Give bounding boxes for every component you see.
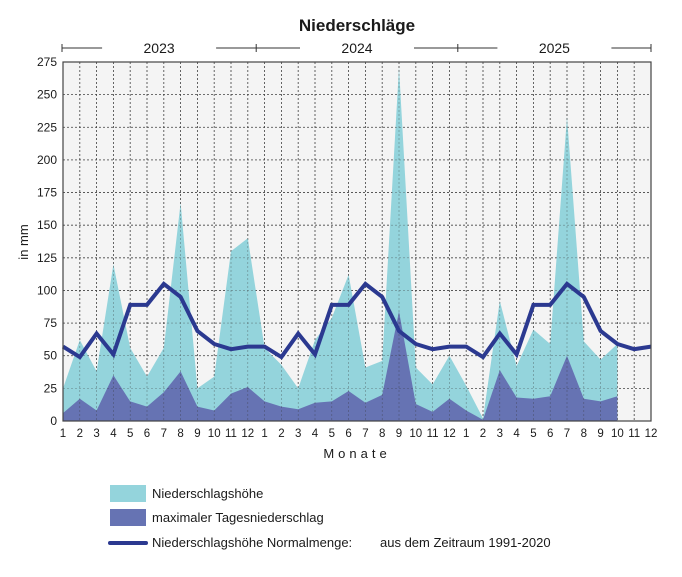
- year-label: 2025: [539, 40, 570, 56]
- x-tick-label: 11: [628, 428, 640, 440]
- x-tick-label: 12: [443, 428, 456, 440]
- legend-label-niederschlagshoehe: Niederschlagshöhe: [152, 486, 263, 501]
- x-tick-label: 7: [161, 428, 167, 440]
- x-tick-label: 3: [93, 428, 99, 440]
- legend-swatch-max-tagesniederschlag: [110, 509, 146, 526]
- y-tick-label: 250: [37, 88, 57, 102]
- x-tick-label: 2: [77, 428, 83, 440]
- x-tick-label: 4: [513, 428, 520, 440]
- y-tick-label: 75: [44, 316, 58, 330]
- y-tick-label: 175: [37, 186, 57, 200]
- x-tick-label: 7: [362, 428, 368, 440]
- x-tick-label: 6: [547, 428, 553, 440]
- legend: Niederschlagshöhe maximaler Tagesnieders…: [108, 485, 551, 550]
- x-tick-label: 9: [396, 428, 402, 440]
- areas: [63, 67, 618, 422]
- x-tick-label: 2: [480, 428, 486, 440]
- year-label: 2023: [144, 40, 175, 56]
- x-tick-label: 10: [611, 428, 624, 440]
- x-axis-ticks: 1 2 3 4 5 6 7 8 9 10 11 12 1 2 3 4 5 6 7 8 9 10 11 12 1 2 3 4 5 6 7 8 9 1…: [60, 428, 658, 440]
- year-label: 2024: [341, 40, 372, 56]
- x-tick-label: 5: [530, 428, 536, 440]
- x-tick-label: 9: [597, 428, 603, 440]
- x-tick-label: 5: [127, 428, 133, 440]
- chart-title: Niederschläge: [299, 16, 415, 35]
- y-tick-label: 275: [37, 55, 57, 69]
- x-tick-label: 10: [409, 428, 422, 440]
- x-tick-label: 3: [295, 428, 301, 440]
- x-tick-label: 9: [194, 428, 200, 440]
- x-tick-label: 6: [345, 428, 351, 440]
- lines: [61, 281, 652, 360]
- plot-frame: [62, 61, 652, 422]
- line-niederschlagshöhe-normalmenge: [61, 281, 652, 360]
- y-axis-ticks: 0 25 50 75 100 125 150 175 200 225 250 275: [37, 55, 57, 428]
- y-tick-label: 125: [37, 251, 57, 265]
- y-tick-label: 50: [44, 349, 58, 363]
- x-tick-label: 1: [60, 428, 66, 440]
- legend-note-normalmenge: aus dem Zeitraum 1991-2020: [380, 535, 551, 550]
- grid-overlay: [63, 62, 651, 421]
- x-axis-label: Monate: [323, 446, 390, 461]
- legend-label-max-tagesniederschlag: maximaler Tagesniederschlag: [152, 510, 324, 525]
- x-tick-label: 12: [645, 428, 658, 440]
- x-tick-label: 11: [427, 428, 439, 440]
- x-tick-label: 4: [312, 428, 319, 440]
- x-tick-label: 12: [241, 428, 254, 440]
- year-band: 2023 2024 2025: [61, 40, 652, 56]
- y-tick-label: 150: [37, 218, 57, 232]
- x-tick-label: 2: [278, 428, 284, 440]
- x-tick-label: 5: [329, 428, 335, 440]
- legend-label-normalmenge: Niederschlagshöhe Normalmenge:: [152, 535, 352, 550]
- y-tick-label: 25: [44, 381, 58, 395]
- x-tick-label: 3: [497, 428, 503, 440]
- y-tick-label: 0: [50, 414, 57, 428]
- y-tick-label: 100: [37, 283, 57, 297]
- x-tick-label: 8: [581, 428, 587, 440]
- x-tick-label: 11: [225, 428, 237, 440]
- x-tick-label: 1: [463, 428, 469, 440]
- area-maximaler-tagesniederschlag: [63, 311, 618, 421]
- x-tick-label: 10: [208, 428, 221, 440]
- x-tick-label: 8: [379, 428, 385, 440]
- x-tick-label: 8: [177, 428, 183, 440]
- y-axis-label: in mm: [16, 224, 31, 259]
- y-tick-label: 200: [37, 153, 57, 167]
- x-tick-label: 6: [144, 428, 150, 440]
- legend-swatch-niederschlagshoehe: [110, 485, 146, 502]
- x-tick-label: 4: [110, 428, 117, 440]
- y-tick-label: 225: [37, 120, 57, 134]
- x-tick-label: 1: [261, 428, 267, 440]
- x-tick-label: 7: [564, 428, 570, 440]
